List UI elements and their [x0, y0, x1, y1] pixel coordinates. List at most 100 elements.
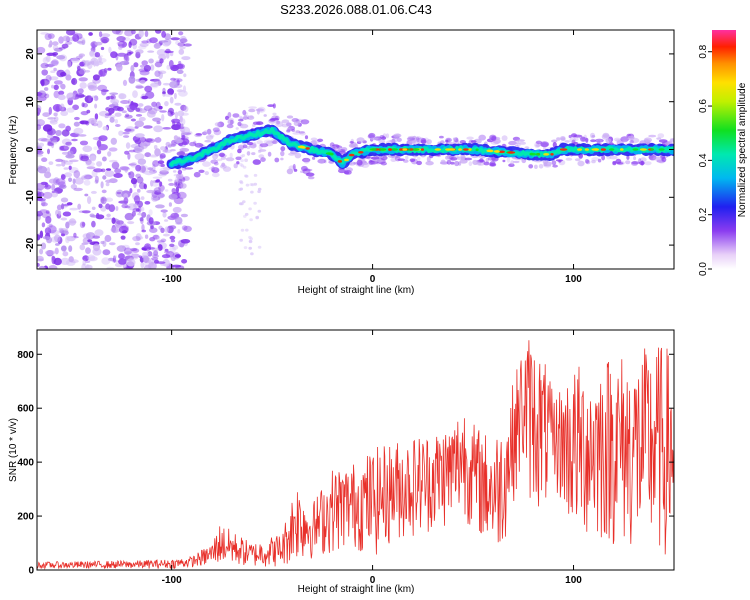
ridge-halo	[345, 167, 353, 172]
noise-blob	[106, 266, 115, 269]
noise-blob	[156, 261, 166, 264]
noise-blob	[248, 207, 252, 211]
ridge-halo	[631, 161, 638, 166]
noise-blob	[104, 197, 114, 202]
noise-blob	[137, 103, 144, 107]
ridge-halo	[508, 140, 517, 146]
ridge-halo	[353, 161, 358, 165]
noise-blob	[98, 31, 103, 38]
ridge-halo	[590, 132, 595, 139]
noise-blob	[144, 85, 153, 93]
noise-blob	[61, 233, 65, 237]
noise-blob	[240, 159, 244, 163]
ridge-halo	[466, 136, 474, 140]
noise-blob	[71, 77, 78, 86]
noise-blob	[118, 130, 124, 136]
noise-blob	[170, 239, 176, 243]
colorbar-ticks: 0.0 0.2 0.4 0.6 0.8	[698, 44, 712, 276]
noise-blob	[89, 50, 95, 57]
y-tick-label: -20	[25, 237, 36, 252]
ridge-halo	[657, 133, 665, 139]
noise-blob	[44, 87, 49, 91]
noise-blob	[86, 166, 96, 170]
ridge-halo	[621, 139, 628, 143]
spectrogram-image	[37, 30, 674, 269]
noise-blob	[132, 236, 141, 242]
noise-blob	[239, 146, 244, 150]
ridge-halo	[601, 154, 605, 161]
ridge-halo	[248, 106, 257, 109]
noise-blob	[250, 190, 254, 194]
ridge-halo	[396, 137, 402, 142]
ridge-halo	[425, 161, 434, 166]
spectrogram-xlabel: Height of straight line (km)	[298, 285, 415, 296]
ridge-halo	[609, 155, 618, 160]
noise-blob	[47, 225, 57, 234]
ridge-halo	[229, 152, 233, 158]
noise-blob	[147, 251, 153, 257]
ridge-halo	[552, 164, 558, 168]
ridge-halo	[591, 157, 600, 162]
noise-blob	[143, 125, 153, 129]
ridge-halo	[450, 157, 458, 161]
noise-blob	[105, 179, 113, 183]
noise-blob	[162, 155, 166, 158]
ridge-halo	[300, 119, 310, 125]
noise-blob	[168, 202, 172, 207]
noise-blob	[137, 212, 145, 216]
ridge-hotspot	[639, 148, 647, 151]
noise-blob	[157, 160, 165, 165]
noise-blob	[182, 85, 187, 93]
noise-blob	[108, 115, 116, 119]
ridge-halo	[216, 158, 223, 162]
noise-blob	[135, 114, 143, 117]
noise-blob	[130, 177, 138, 185]
noise-blob	[44, 64, 55, 67]
noise-blob	[125, 113, 130, 118]
ridge-hotspot	[390, 148, 398, 151]
noise-blob	[82, 145, 93, 153]
noise-blob	[109, 159, 118, 163]
noise-blob	[91, 42, 96, 51]
noise-blob	[150, 81, 159, 89]
noise-blob	[110, 99, 120, 104]
noise-blob	[170, 37, 181, 41]
colorbar-tick-label: 0.2	[698, 207, 709, 221]
noise-blob	[44, 56, 48, 61]
ridge-halo	[303, 158, 310, 164]
noise-blob	[68, 218, 77, 226]
ridge-halo	[602, 132, 610, 138]
noise-blob	[147, 167, 153, 171]
ridge-halo	[274, 115, 280, 121]
noise-blob	[85, 264, 90, 269]
ridge-halo	[633, 156, 637, 161]
noise-blob	[138, 255, 142, 258]
noise-blob	[111, 217, 116, 224]
ridge-halo	[516, 139, 525, 142]
noise-blob	[246, 146, 251, 150]
ridge-halo	[585, 137, 589, 143]
noise-blob	[159, 58, 164, 64]
ridge-halo	[211, 172, 220, 178]
noise-blob	[102, 240, 107, 247]
figure-title: S233.2026.088.01.06.C43	[280, 2, 432, 17]
ridge-hotspot	[543, 153, 550, 156]
ridge-halo	[371, 156, 380, 160]
ridge-halo	[235, 156, 242, 161]
noise-blob	[90, 57, 99, 66]
ridge-halo	[281, 119, 290, 124]
ridge-halo	[420, 138, 427, 144]
noise-blob	[146, 38, 152, 44]
ridge-halo	[445, 139, 449, 143]
noise-blob	[149, 78, 160, 82]
noise-blob	[116, 41, 124, 45]
noise-blob	[173, 92, 177, 100]
noise-blob	[84, 193, 89, 197]
ridge-halo	[232, 113, 240, 118]
ridge-halo	[187, 131, 193, 135]
ridge-halo	[638, 158, 642, 164]
noise-blob	[140, 196, 145, 201]
ridge-halo	[489, 134, 497, 141]
ridge-halo	[459, 159, 468, 164]
ridge-halo	[235, 127, 239, 130]
